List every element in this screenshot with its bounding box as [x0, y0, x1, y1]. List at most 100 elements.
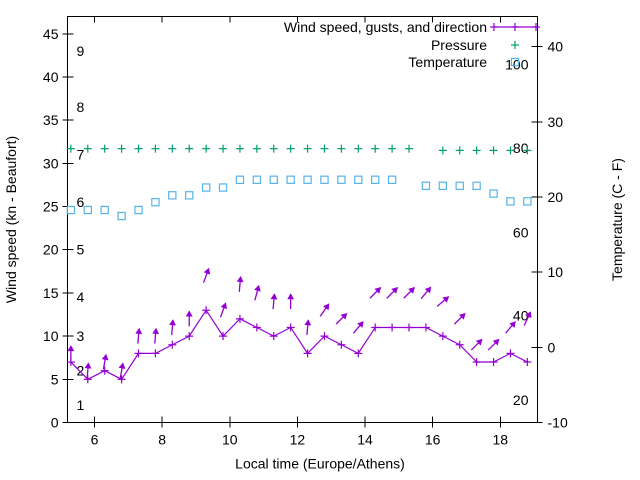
y2-tick-label: 10	[548, 264, 564, 280]
wind-direction-arrow	[470, 338, 483, 351]
y2-tick-label: 30	[548, 114, 564, 130]
wind-direction-arrow	[202, 267, 211, 283]
arrow-head	[509, 321, 516, 328]
arrow-head	[391, 287, 398, 294]
temperature-point	[286, 175, 295, 184]
temperature-point	[489, 189, 498, 198]
arrow-head	[492, 338, 500, 346]
temperature-point	[100, 205, 109, 215]
fahrenheit-label: 40	[513, 308, 529, 324]
arrow-head	[287, 293, 295, 300]
arrow-head	[442, 296, 450, 303]
wind-direction-arrow	[152, 327, 160, 344]
temperature-point	[337, 175, 346, 184]
beaufort-label: 5	[77, 242, 85, 258]
arrow-head	[424, 286, 432, 294]
series-wind	[66, 267, 532, 384]
wind-direction-arrow	[219, 302, 228, 318]
wind-direction-arrow	[505, 321, 516, 334]
y-tick-label: 40	[43, 69, 59, 85]
legend-marker	[510, 57, 520, 67]
x-tick-label: 6	[91, 432, 99, 448]
temperature-point	[438, 181, 448, 191]
arrow-head	[304, 319, 312, 326]
wind-direction-arrow	[487, 338, 500, 351]
y-tick-label: 30	[43, 155, 59, 171]
y-tick-label: 5	[51, 371, 59, 387]
y-axis-right: -10 0 10 20 30 40	[531, 39, 568, 431]
temperature-point	[421, 181, 431, 191]
arrow-head	[118, 362, 126, 369]
legend-label-0: Wind speed, gusts, and direction	[284, 19, 487, 35]
temperature-point	[472, 181, 481, 191]
temperature-point	[117, 211, 126, 221]
wind-direction-arrow	[185, 310, 193, 327]
y2-tick-label: 20	[548, 189, 564, 205]
wind-direction-arrow	[118, 362, 126, 379]
x-tick-label: 16	[425, 432, 441, 448]
beaufort-label: 1	[77, 397, 85, 413]
arrow-head	[220, 302, 228, 310]
temperature-point	[218, 183, 228, 192]
y-tick-label: 25	[43, 199, 59, 215]
arrow-head	[270, 293, 278, 300]
arrow-head	[475, 338, 483, 346]
legend-label-1: Pressure	[431, 37, 487, 53]
y-axis-left: 0 5 10 15 20 25 30 35 40 45	[43, 26, 74, 431]
beaufort-label: 8	[77, 99, 85, 115]
wind-direction-arrow	[169, 319, 176, 336]
arrow-head	[101, 353, 109, 361]
wind-speed-line	[70, 309, 528, 381]
temperature-point	[185, 191, 194, 200]
arrow-head	[374, 287, 382, 294]
arrow-head	[357, 321, 364, 328]
legend: Wind speed, gusts, and direction Pressure…	[284, 19, 540, 70]
arrow-head	[323, 303, 330, 311]
wind-direction-arrow	[453, 312, 466, 325]
wind-direction-arrow	[287, 293, 295, 310]
arrow-head	[169, 319, 176, 326]
wind-direction-arrow	[67, 345, 75, 361]
legend-label-2: Temperature	[408, 54, 487, 70]
temperature-point	[83, 205, 92, 215]
x-tick-label: 18	[493, 432, 509, 448]
y-axis-title: Wind speed (kn - Beaufort)	[3, 136, 19, 303]
wind-direction-arrow	[84, 362, 92, 379]
temperature-point	[252, 175, 262, 184]
wind-direction-arrow	[352, 321, 364, 334]
y2-tick-label: -10	[548, 415, 568, 431]
arrow-head	[67, 345, 75, 352]
wind-direction-arrow	[304, 319, 312, 336]
wind-direction-arrow	[236, 276, 244, 292]
y-tick-label: 35	[43, 112, 59, 128]
arrow-head	[185, 310, 193, 317]
arrow-head	[152, 327, 160, 335]
temperature-point	[269, 175, 278, 184]
temperature-point	[235, 175, 245, 184]
beaufort-label: 7	[77, 147, 85, 163]
series-temperature	[66, 175, 532, 221]
x-axis: 6 8 10 12 14 16 18	[91, 16, 509, 448]
temperature-point	[303, 175, 312, 184]
x-tick-label: 10	[222, 432, 238, 448]
temperature-point	[66, 205, 76, 215]
temperature-point	[320, 175, 329, 184]
wind-direction-arrow	[523, 311, 532, 326]
wind-direction-arrow	[335, 312, 348, 325]
fahrenheit-scale-labels: 20 40 60 80 100	[505, 57, 529, 408]
temperature-point	[370, 175, 380, 184]
x-tick-label: 8	[158, 432, 166, 448]
wind-direction-arrow	[369, 287, 382, 299]
y2-tick-label: 40	[548, 39, 564, 55]
x-tick-label: 12	[290, 432, 306, 448]
x-tick-label: 14	[357, 432, 373, 448]
wind-direction-arrow	[436, 296, 450, 307]
y-tick-label: 15	[43, 285, 59, 301]
beaufort-label: 2	[77, 363, 85, 379]
arrow-head	[203, 267, 211, 275]
beaufort-label: 4	[77, 289, 85, 305]
temperature-point	[151, 198, 160, 207]
wind-direction-arrow	[386, 287, 398, 299]
